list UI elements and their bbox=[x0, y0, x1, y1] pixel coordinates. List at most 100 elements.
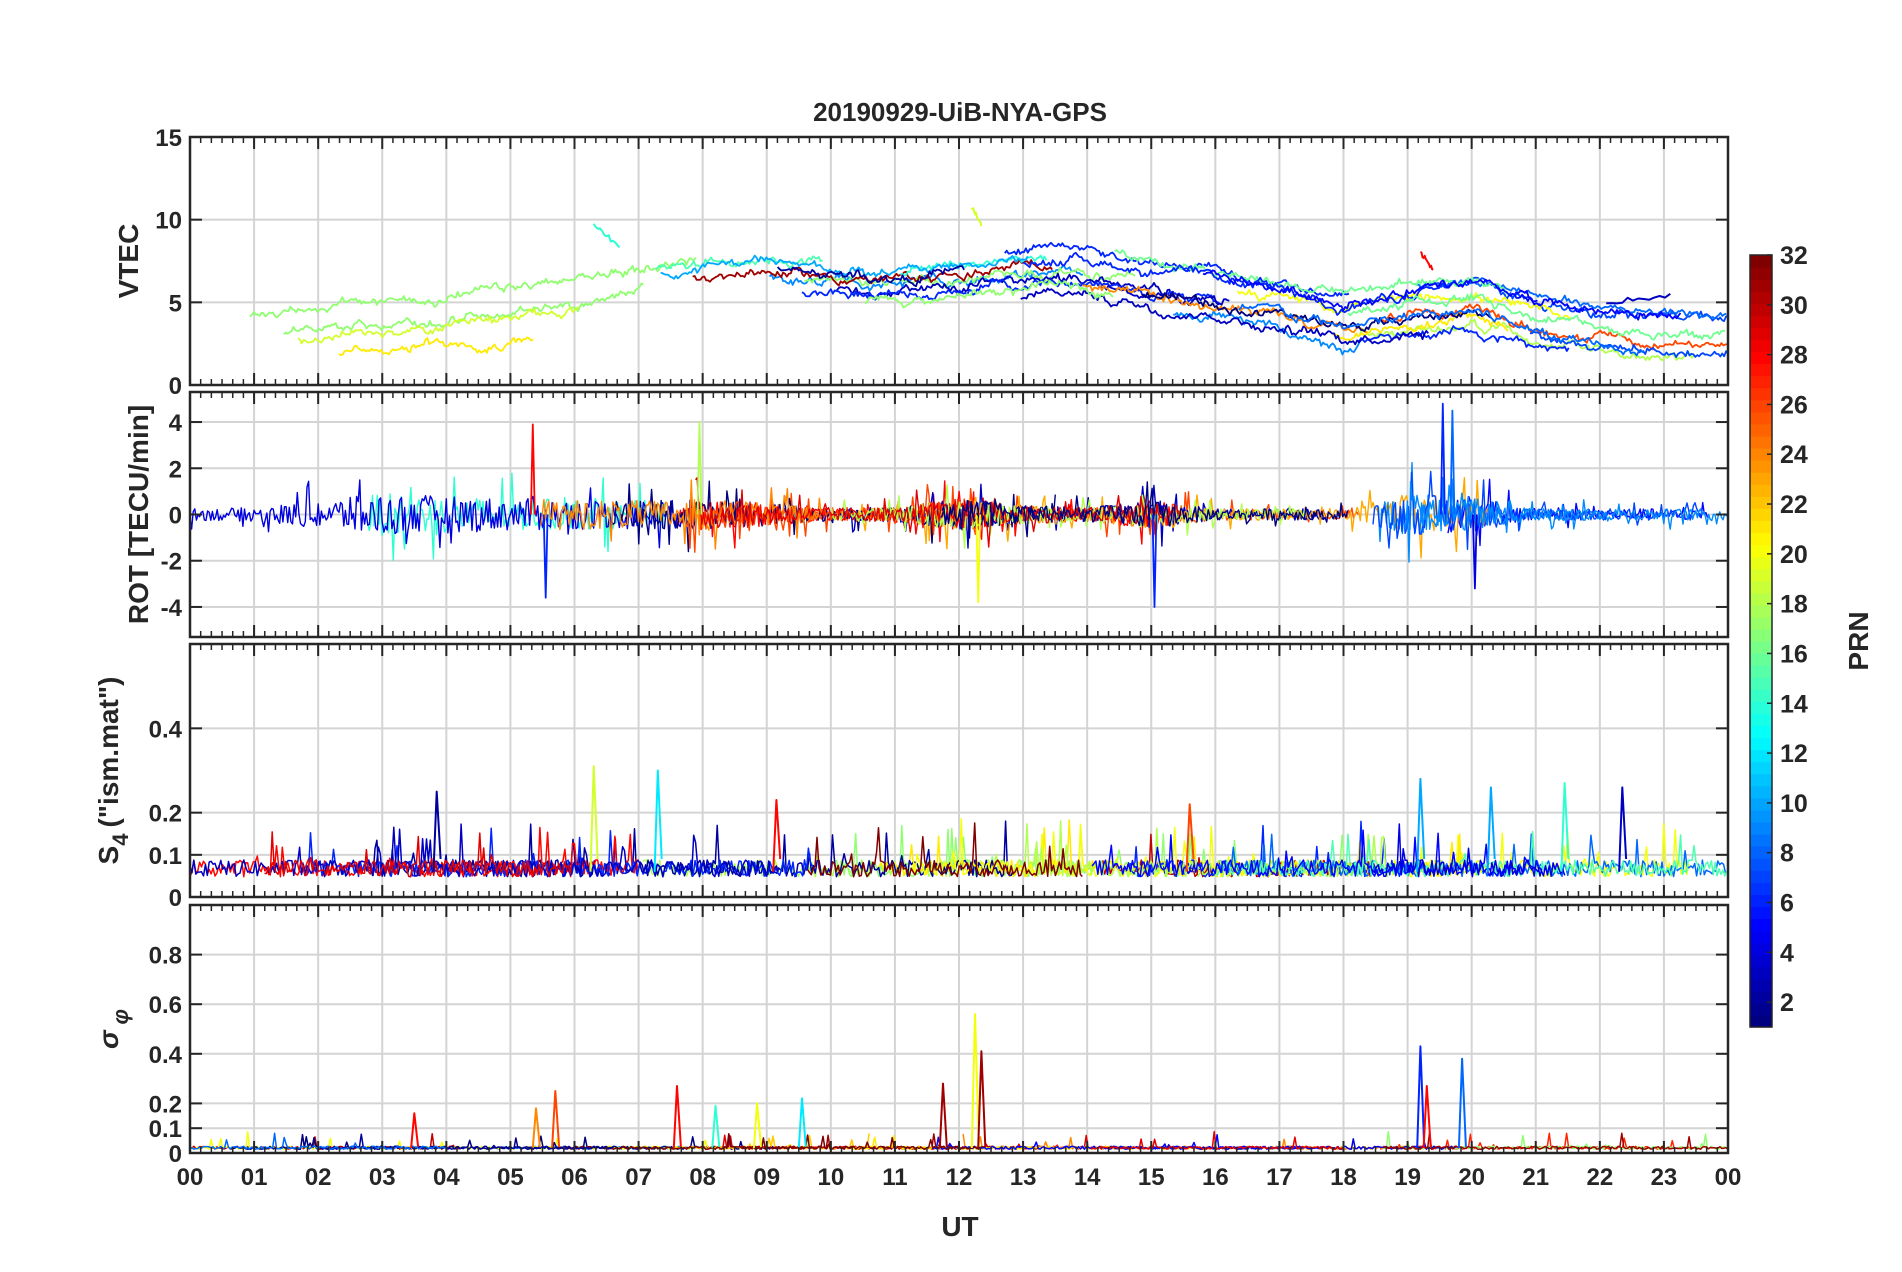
prn-21-trace bbox=[1332, 311, 1509, 341]
prn-28-trace bbox=[772, 799, 782, 872]
prn-1-trace bbox=[941, 481, 1349, 539]
series-group bbox=[190, 765, 1728, 878]
prn-9-trace bbox=[1403, 476, 1728, 563]
y-tick-label: 4 bbox=[169, 410, 183, 437]
x-tick-label: 07 bbox=[625, 1164, 652, 1191]
x-tick-label: 12 bbox=[946, 1164, 973, 1191]
prn-5-trace bbox=[1202, 269, 1538, 312]
colorbar-tick-label: 2 bbox=[1780, 989, 1794, 1017]
colorbar-tick-label: 18 bbox=[1780, 591, 1808, 619]
x-tick-label: 05 bbox=[497, 1164, 524, 1191]
prn-26-trace bbox=[1185, 803, 1195, 872]
prn-16-trace bbox=[1347, 292, 1726, 341]
x-tick-label: 09 bbox=[753, 1164, 780, 1191]
prn-28-trace bbox=[530, 423, 536, 515]
y-axis-label: S4("ism.mat") bbox=[93, 677, 133, 865]
prn-20-trace bbox=[975, 514, 981, 604]
prn-31-trace bbox=[1382, 1131, 1728, 1150]
colorbar-tick-label: 16 bbox=[1780, 640, 1808, 668]
prn-10-trace bbox=[1486, 786, 1496, 872]
prn-19-trace bbox=[970, 207, 983, 227]
x-tick-label: 13 bbox=[1010, 1164, 1037, 1191]
y-tick-label: 0.2 bbox=[149, 1091, 182, 1118]
prn-12-trace bbox=[653, 769, 663, 872]
prn-3-trace bbox=[190, 823, 780, 878]
prn-17-trace bbox=[283, 282, 644, 335]
colorbar-tick-label: 24 bbox=[1780, 441, 1808, 469]
x-tick-label: 15 bbox=[1138, 1164, 1165, 1191]
colorbar-tick-label: 6 bbox=[1780, 889, 1794, 917]
y-axis-label: σφ bbox=[93, 1009, 133, 1049]
prn-21-trace bbox=[338, 336, 534, 357]
prn-2-trace bbox=[432, 790, 442, 872]
x-tick-label: 23 bbox=[1651, 1164, 1678, 1191]
x-tick-label: 04 bbox=[433, 1164, 460, 1191]
colorbar-tick-label: 26 bbox=[1780, 391, 1808, 419]
prn-19-trace bbox=[589, 765, 599, 872]
colorbar-tick-label: 4 bbox=[1780, 939, 1794, 967]
x-tick-label: 02 bbox=[305, 1164, 332, 1191]
series-group bbox=[249, 207, 1728, 362]
series-group bbox=[190, 1013, 1728, 1150]
prn-18-trace bbox=[1358, 318, 1695, 362]
x-tick-label: 03 bbox=[369, 1164, 396, 1191]
prn-18-trace bbox=[1029, 820, 1392, 878]
colorbar-tick-label: 10 bbox=[1780, 790, 1808, 818]
prn-32-trace bbox=[806, 822, 1083, 878]
y-tick-label: 0 bbox=[169, 503, 182, 530]
prn-9-trace bbox=[1173, 310, 1361, 356]
colorbar-tick-label: 8 bbox=[1780, 840, 1794, 868]
panel-sigma_phi: 00.10.2 0.4 0.6 0.8 σφ 00 01 02 03 04 05 06 07 08 09 10… bbox=[93, 903, 1741, 1191]
colorbar-tick-label: 12 bbox=[1780, 740, 1808, 768]
prn-1-trace bbox=[1141, 291, 1492, 332]
prn-8-trace bbox=[1238, 302, 1645, 357]
prn-31-trace bbox=[977, 1050, 987, 1149]
x-tick-label: 10 bbox=[817, 1164, 844, 1191]
prn-6-trace bbox=[1021, 251, 1452, 316]
x-tick-label: 11 bbox=[882, 1164, 907, 1191]
prn-18-trace bbox=[696, 421, 703, 515]
colorbar-tick-label: 14 bbox=[1780, 690, 1808, 718]
prn-6-trace bbox=[1151, 514, 1158, 608]
x-tick-label: 20 bbox=[1458, 1164, 1485, 1191]
prn-10-trace bbox=[660, 254, 1029, 280]
figure-title: 20190929-UiB-NYA-GPS bbox=[813, 97, 1107, 127]
y-tick-label: 15 bbox=[155, 125, 182, 152]
x-tick-label: 14 bbox=[1074, 1164, 1101, 1191]
prn-29-trace bbox=[264, 831, 573, 878]
prn-28-trace bbox=[672, 1085, 682, 1149]
prn-24-trace bbox=[531, 1107, 541, 1149]
prn-14-trace bbox=[711, 1104, 721, 1149]
x-tick-label: 21 bbox=[1522, 1164, 1549, 1191]
prn-28-trace bbox=[410, 1112, 420, 1149]
series-group bbox=[190, 402, 1728, 608]
y-tick-label: 5 bbox=[169, 290, 182, 317]
prn-7-trace bbox=[1372, 470, 1704, 551]
colorbar-tick-label: 30 bbox=[1780, 292, 1808, 320]
prn-8-trace bbox=[1449, 409, 1456, 515]
prn-6-trace bbox=[801, 278, 1220, 304]
y-axis-label: ROT [TECU/min] bbox=[123, 405, 154, 624]
prn-14-trace bbox=[1560, 782, 1570, 872]
prn-26-trace bbox=[1380, 303, 1728, 351]
x-tick-label: 00 bbox=[177, 1164, 204, 1191]
prn-28-trace bbox=[1422, 1085, 1432, 1149]
prn-6-trace bbox=[542, 514, 549, 599]
prn-19-trace bbox=[297, 306, 580, 345]
prn-20-trace bbox=[912, 817, 1364, 878]
x-axis-label: UT bbox=[941, 1211, 978, 1242]
prn-17-trace bbox=[864, 279, 1114, 309]
y-tick-label: 0.8 bbox=[149, 943, 182, 970]
prn-3-trace bbox=[1606, 292, 1671, 305]
y-tick-label: 0.1 bbox=[149, 843, 182, 870]
y-tick-label: 0.2 bbox=[149, 801, 182, 828]
colorbar-tick-label: 20 bbox=[1780, 541, 1808, 569]
x-tick-label: 18 bbox=[1330, 1164, 1357, 1191]
y-tick-label: 0 bbox=[169, 1141, 182, 1168]
prn-24-trace bbox=[540, 479, 824, 550]
x-tick-label: 17 bbox=[1266, 1164, 1293, 1191]
prn-29-trace bbox=[694, 477, 1179, 548]
y-tick-label: 0.4 bbox=[149, 716, 183, 743]
